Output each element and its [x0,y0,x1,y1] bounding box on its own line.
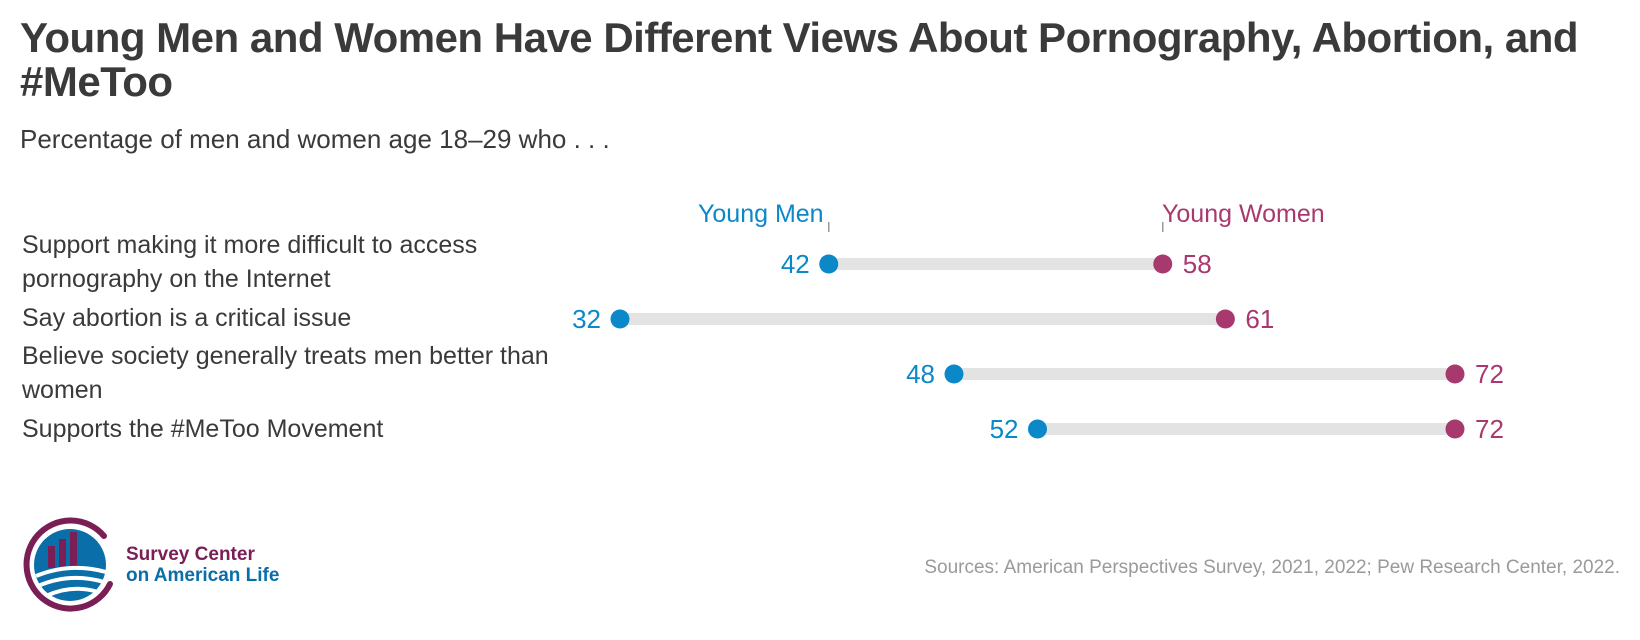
point-young-men [1028,419,1047,439]
value-label-young-women: 61 [1245,304,1274,334]
logo-text: Survey Center on American Life [126,544,279,586]
value-label-young-men: 32 [572,304,601,334]
point-young-women [1153,254,1173,274]
row-label-society: Believe society generally treats men bet… [22,342,549,404]
point-young-men [819,254,839,274]
value-label-young-women: 58 [1183,249,1212,279]
chart-subtitle: Percentage of men and women age 18–29 wh… [20,124,610,154]
survey-center-logo [18,514,118,614]
value-label-young-men: 42 [781,249,810,279]
value-label-young-women: 72 [1475,414,1504,444]
legend-young-women: Young Women [1162,200,1325,228]
logo-line-1: Survey Center [126,544,255,565]
value-label-young-men: 52 [990,414,1019,444]
row-label-abortion: Say abortion is a critical issue [22,304,352,332]
point-young-men [944,364,964,384]
chart-title: Young Men and Women Have Different Views… [20,14,1579,105]
value-label-young-men: 48 [906,359,935,389]
value-label-young-women: 72 [1475,359,1504,389]
point-young-women [1445,419,1465,439]
point-young-women [1445,364,1465,384]
row-label-pornography: Support making it more difficult to acce… [22,231,478,293]
source-note: Sources: American Perspectives Survey, 2… [924,557,1620,578]
point-young-men [610,309,630,329]
legend-young-men: Young Men [698,200,824,228]
point-young-women [1215,309,1235,329]
row-label-metoo: Supports the #MeToo Movement [22,415,384,443]
logo-line-2: on American Life [126,565,280,586]
